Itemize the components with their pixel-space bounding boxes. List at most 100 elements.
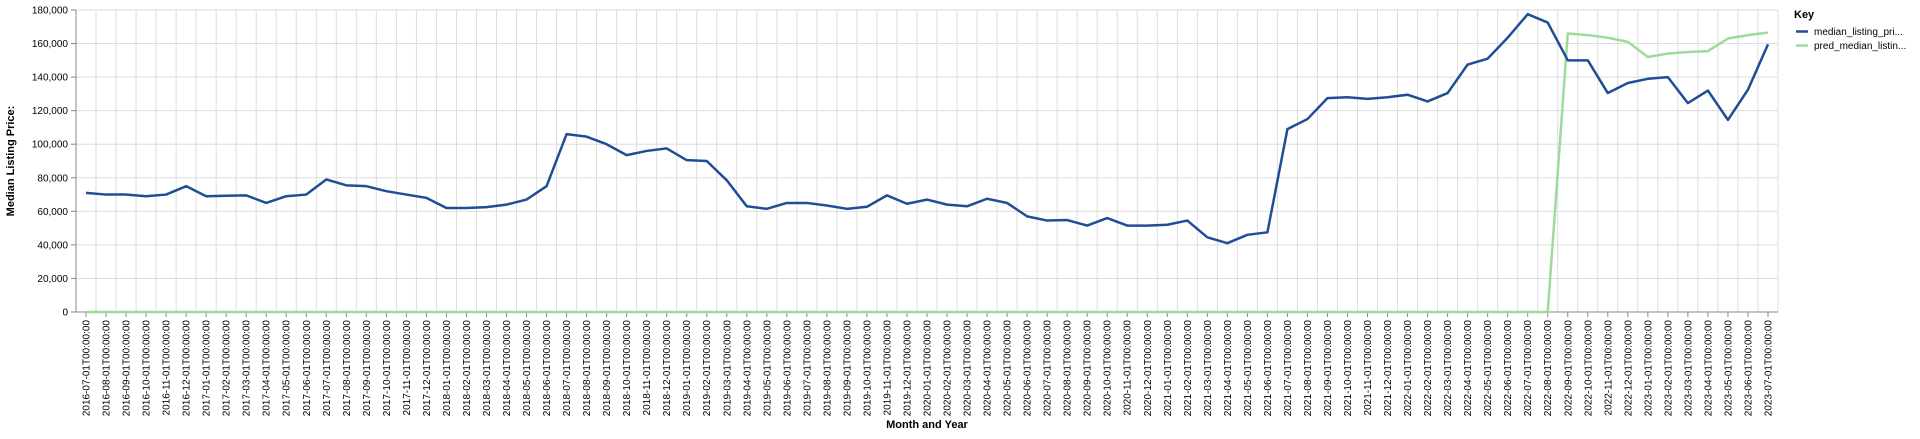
data-point (1146, 311, 1148, 313)
x-tick-label: 2018-04-01T00:00:00 (502, 320, 513, 417)
data-point (1026, 311, 1028, 313)
data-point (1687, 51, 1689, 53)
x-tick-label: 2017-03-01T00:00:00 (242, 320, 253, 417)
data-point (1186, 311, 1188, 313)
data-point (1687, 102, 1689, 104)
y-tick-label: 80,000 (37, 173, 68, 184)
series-line-1 (86, 31, 1769, 314)
x-tick-label: 2020-03-01T00:00:00 (963, 320, 974, 417)
data-point (665, 311, 667, 313)
x-tick-label: 2019-04-01T00:00:00 (742, 320, 753, 417)
data-point (1707, 89, 1709, 91)
x-tick-label: 2019-08-01T00:00:00 (822, 320, 833, 417)
data-point (1246, 234, 1248, 236)
x-tick-label: 2023-04-01T00:00:00 (1703, 320, 1714, 417)
y-tick-label: 120,000 (32, 106, 69, 117)
data-point (165, 193, 167, 195)
data-point (525, 198, 527, 200)
data-point (1326, 311, 1328, 313)
data-point (145, 311, 147, 313)
data-point (345, 184, 347, 186)
x-tick-label: 2023-01-01T00:00:00 (1643, 320, 1654, 417)
x-tick-label: 2017-04-01T00:00:00 (262, 320, 273, 417)
data-point (125, 311, 127, 313)
x-tick-label: 2023-05-01T00:00:00 (1723, 320, 1734, 417)
x-tick-label: 2021-08-01T00:00:00 (1303, 320, 1314, 417)
x-tick-label: 2022-09-01T00:00:00 (1563, 320, 1574, 417)
data-point (445, 311, 447, 313)
data-point (385, 311, 387, 313)
x-tick-label: 2021-03-01T00:00:00 (1203, 320, 1214, 417)
data-point (1506, 311, 1508, 313)
data-point (1206, 311, 1208, 313)
data-point (305, 193, 307, 195)
series-line-0 (85, 12, 1770, 245)
data-point (465, 207, 467, 209)
x-tick-label: 2018-11-01T00:00:00 (642, 320, 653, 416)
x-tick-label: 2018-03-01T00:00:00 (482, 320, 493, 417)
data-point (766, 208, 768, 210)
x-tick-label: 2020-02-01T00:00:00 (943, 320, 954, 417)
data-point (1106, 217, 1108, 219)
data-point (225, 195, 227, 197)
data-point (1326, 97, 1328, 99)
x-tick-label: 2022-04-01T00:00:00 (1463, 320, 1474, 417)
data-point (605, 143, 607, 145)
data-point (1106, 311, 1108, 313)
data-point (1246, 311, 1248, 313)
x-tick-label: 2017-08-01T00:00:00 (342, 320, 353, 417)
x-tick-label: 2020-05-01T00:00:00 (1003, 320, 1014, 417)
x-tick-label: 2023-07-01T00:00:00 (1763, 320, 1774, 417)
x-tick-label: 2017-05-01T00:00:00 (282, 320, 293, 417)
data-point (686, 311, 688, 313)
data-point (806, 202, 808, 204)
x-tick-label: 2019-10-01T00:00:00 (862, 320, 873, 417)
x-tick-label: 2020-09-01T00:00:00 (1083, 320, 1094, 417)
data-point (886, 194, 888, 196)
data-point (1446, 92, 1448, 94)
data-point (1086, 311, 1088, 313)
x-tick-label: 2022-12-01T00:00:00 (1623, 320, 1634, 417)
data-point (1627, 82, 1629, 84)
series-points (85, 13, 1769, 313)
data-point (645, 311, 647, 313)
x-tick-label: 2017-11-01T00:00:00 (402, 320, 413, 416)
data-point (746, 311, 748, 313)
data-point (1366, 98, 1368, 100)
data-point (1767, 31, 1769, 33)
x-tick-label: 2020-11-01T00:00:00 (1123, 320, 1134, 416)
legend: Key median_listing_pri... pred_median_lis… (1794, 9, 1906, 52)
data-point (786, 311, 788, 313)
data-point (1466, 311, 1468, 313)
x-tick-label: 2017-02-01T00:00:00 (222, 320, 233, 417)
data-point (425, 197, 427, 199)
data-point (1627, 41, 1629, 43)
data-point (1266, 311, 1268, 313)
data-point (1647, 56, 1649, 58)
x-tick-label: 2021-04-01T00:00:00 (1223, 320, 1234, 417)
data-point (1366, 311, 1368, 313)
x-tick-label: 2019-06-01T00:00:00 (782, 320, 793, 417)
data-point (1226, 242, 1228, 244)
data-point (325, 178, 327, 180)
data-point (425, 311, 427, 313)
y-tick-label: 100,000 (32, 140, 69, 151)
data-point (205, 311, 207, 313)
x-tick-label: 2019-05-01T00:00:00 (762, 320, 773, 417)
data-point (505, 203, 507, 205)
data-point (1466, 63, 1468, 65)
data-point (1506, 36, 1508, 38)
data-point (665, 147, 667, 149)
data-point (786, 202, 788, 204)
data-point (405, 311, 407, 313)
data-point (1086, 224, 1088, 226)
data-point (265, 311, 267, 313)
x-tick-label: 2023-03-01T00:00:00 (1683, 320, 1694, 417)
data-point (485, 311, 487, 313)
data-point (365, 311, 367, 313)
data-point (625, 154, 627, 156)
data-point (746, 205, 748, 207)
data-point (505, 311, 507, 313)
